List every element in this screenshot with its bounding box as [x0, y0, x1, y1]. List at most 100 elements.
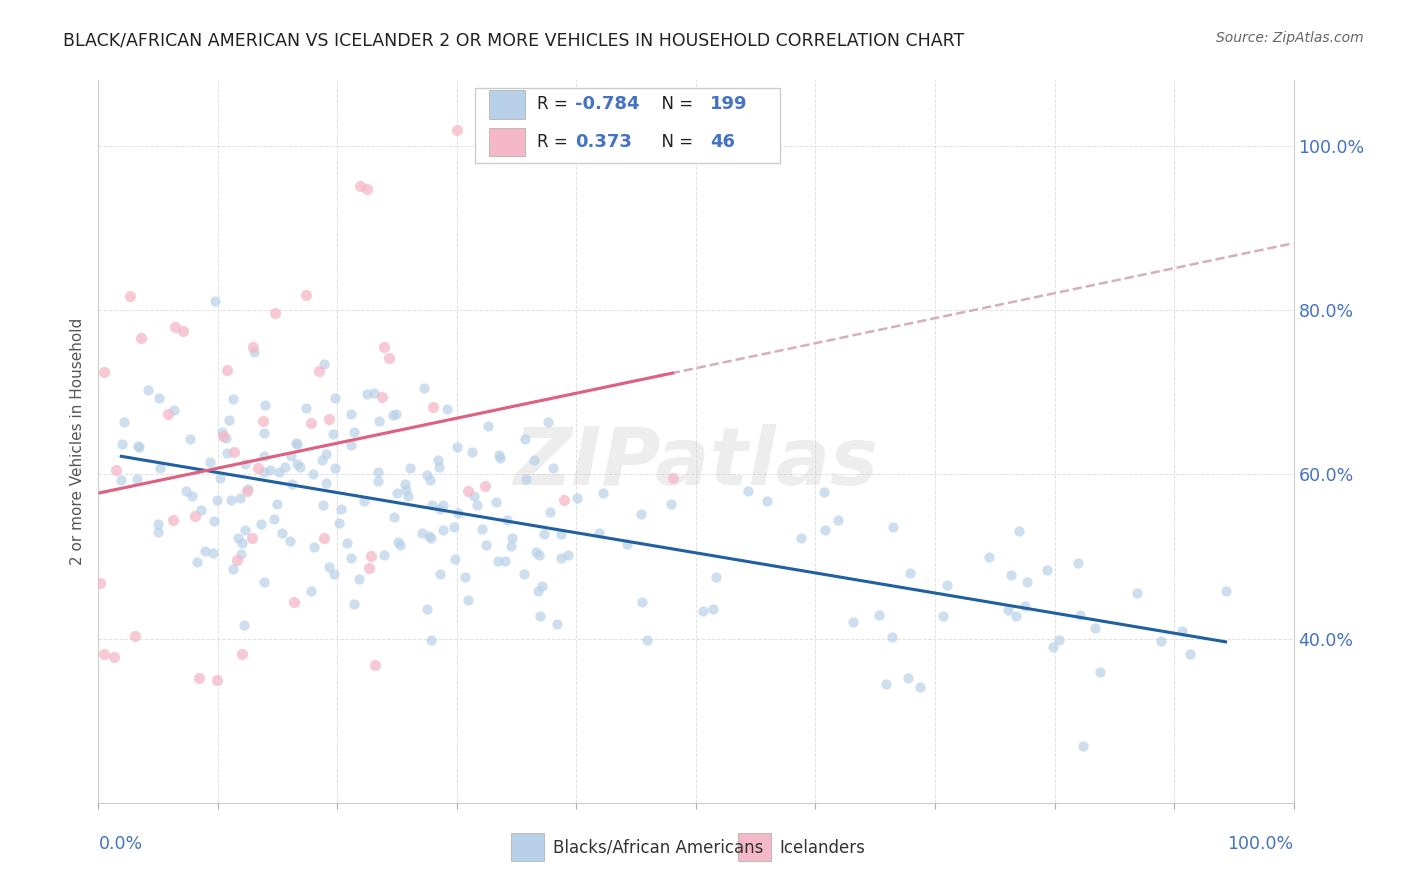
- Point: [302, 467, 325, 481]
- Point: [1125, 586, 1147, 600]
- Point: [813, 485, 835, 500]
- Point: [1042, 640, 1064, 655]
- Point: [420, 531, 443, 545]
- Point: [702, 601, 724, 615]
- Point: [163, 319, 186, 334]
- Point: [444, 552, 467, 566]
- Point: [398, 461, 420, 475]
- Point: [1071, 739, 1094, 753]
- Point: [128, 441, 150, 455]
- Point: [1084, 621, 1107, 635]
- Point: [360, 549, 382, 563]
- Point: [110, 473, 132, 487]
- Point: [997, 603, 1019, 617]
- Point: [413, 381, 436, 395]
- Point: [259, 463, 281, 477]
- Point: [367, 465, 389, 479]
- Text: 0.373: 0.373: [575, 133, 633, 151]
- Point: [267, 465, 290, 479]
- Point: [280, 449, 302, 463]
- Point: [367, 475, 389, 489]
- Point: [253, 449, 276, 463]
- Point: [247, 461, 270, 475]
- Text: N =: N =: [651, 133, 697, 151]
- Point: [308, 364, 330, 378]
- Point: [103, 649, 125, 664]
- Point: [814, 523, 837, 537]
- Point: [737, 484, 759, 499]
- Point: [411, 525, 433, 540]
- Point: [353, 493, 375, 508]
- Point: [129, 331, 152, 345]
- Point: [396, 490, 419, 504]
- Point: [174, 483, 197, 498]
- Point: [93, 647, 115, 661]
- Point: [910, 680, 932, 694]
- Point: [453, 570, 475, 584]
- Point: [363, 386, 385, 401]
- Point: [447, 506, 470, 520]
- Point: [395, 483, 418, 498]
- Point: [250, 517, 273, 532]
- Point: [389, 538, 412, 552]
- Point: [235, 484, 257, 499]
- Point: [188, 671, 211, 685]
- Point: [157, 408, 180, 422]
- Point: [127, 439, 149, 453]
- Point: [429, 501, 451, 516]
- Point: [322, 426, 344, 441]
- Point: [875, 677, 897, 691]
- Point: [315, 476, 337, 491]
- Point: [323, 461, 346, 475]
- Point: [263, 306, 285, 320]
- Point: [281, 477, 304, 491]
- Point: [211, 428, 233, 442]
- Point: [446, 122, 468, 136]
- Point: [224, 445, 246, 459]
- Point: [322, 567, 344, 582]
- Point: [201, 546, 224, 560]
- Point: [148, 391, 170, 405]
- Point: [513, 567, 536, 582]
- Point: [488, 448, 510, 462]
- Text: Blacks/African Americans: Blacks/African Americans: [553, 838, 763, 856]
- Point: [318, 411, 340, 425]
- Point: [1035, 562, 1057, 576]
- Point: [630, 508, 652, 522]
- Point: [149, 461, 172, 475]
- Point: [418, 529, 440, 543]
- Point: [105, 463, 128, 477]
- Point: [315, 447, 337, 461]
- Point: [387, 485, 409, 500]
- Point: [233, 617, 256, 632]
- Point: [93, 365, 115, 379]
- Point: [340, 438, 363, 452]
- Point: [394, 477, 416, 491]
- Point: [546, 617, 568, 632]
- Point: [385, 407, 408, 421]
- Point: [111, 436, 134, 450]
- FancyBboxPatch shape: [489, 90, 524, 119]
- Point: [238, 482, 260, 496]
- Point: [527, 548, 550, 562]
- Point: [368, 414, 391, 428]
- Point: [217, 445, 239, 459]
- Point: [427, 453, 450, 467]
- Point: [1069, 607, 1091, 622]
- Point: [1047, 632, 1070, 647]
- Point: [148, 525, 170, 540]
- Point: [263, 512, 285, 526]
- Point: [588, 525, 610, 540]
- Text: 0.0%: 0.0%: [98, 835, 142, 854]
- Point: [527, 583, 550, 598]
- Point: [515, 472, 537, 486]
- Point: [432, 524, 454, 538]
- Point: [318, 559, 340, 574]
- Point: [636, 633, 658, 648]
- Point: [162, 513, 184, 527]
- Point: [340, 407, 363, 421]
- Point: [457, 593, 479, 607]
- Point: [312, 531, 335, 545]
- Point: [357, 561, 380, 575]
- Point: [285, 436, 308, 450]
